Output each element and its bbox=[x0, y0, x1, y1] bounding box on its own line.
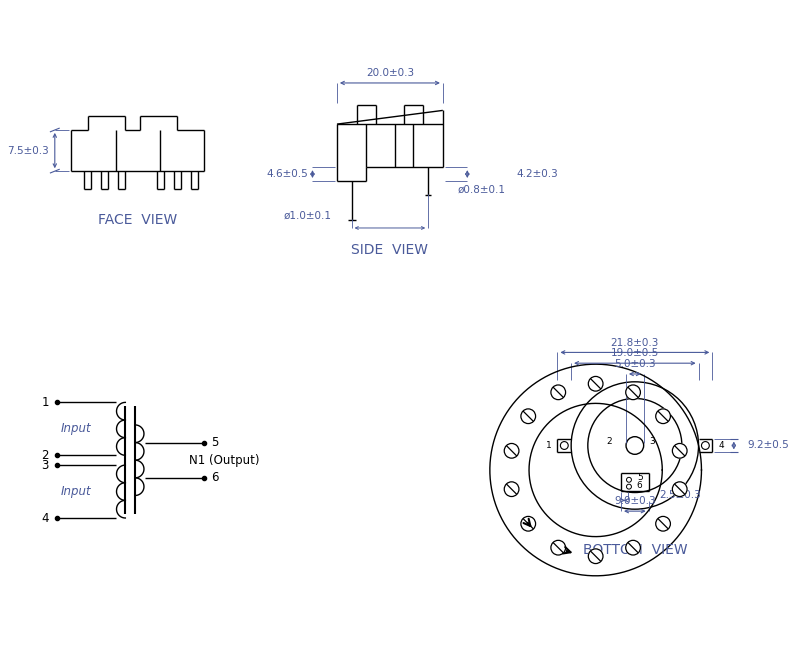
Circle shape bbox=[551, 540, 565, 555]
Text: 21.8±0.3: 21.8±0.3 bbox=[611, 338, 659, 347]
Text: FACE  VIEW: FACE VIEW bbox=[98, 213, 177, 227]
Text: SIDE  VIEW: SIDE VIEW bbox=[351, 242, 428, 257]
Text: 5: 5 bbox=[637, 473, 642, 482]
Text: ø1.0±0.1: ø1.0±0.1 bbox=[283, 210, 331, 220]
Circle shape bbox=[504, 443, 519, 458]
Text: N1 (Output): N1 (Output) bbox=[189, 454, 259, 467]
Circle shape bbox=[626, 540, 641, 555]
Circle shape bbox=[672, 482, 687, 496]
Circle shape bbox=[672, 443, 687, 458]
Circle shape bbox=[521, 409, 535, 424]
Text: 5: 5 bbox=[212, 436, 219, 449]
Circle shape bbox=[626, 385, 641, 400]
Circle shape bbox=[656, 409, 670, 424]
Text: 1: 1 bbox=[41, 396, 49, 409]
Circle shape bbox=[656, 516, 670, 531]
Text: 2.5±0.3: 2.5±0.3 bbox=[659, 491, 701, 500]
Circle shape bbox=[588, 549, 603, 564]
Text: 3: 3 bbox=[649, 437, 655, 446]
Circle shape bbox=[588, 376, 603, 391]
Text: 5.0±0.3: 5.0±0.3 bbox=[614, 359, 656, 369]
Text: 3: 3 bbox=[41, 459, 49, 472]
Text: 4.2±0.3: 4.2±0.3 bbox=[516, 169, 558, 179]
Circle shape bbox=[521, 516, 535, 531]
Circle shape bbox=[504, 482, 519, 496]
Text: BOTTOM  VIEW: BOTTOM VIEW bbox=[583, 543, 688, 557]
Text: 9.0±0.3: 9.0±0.3 bbox=[614, 496, 656, 506]
Text: 6: 6 bbox=[212, 471, 219, 484]
Text: 2: 2 bbox=[607, 437, 612, 446]
Text: Input: Input bbox=[61, 422, 92, 435]
Text: ø0.8±0.1: ø0.8±0.1 bbox=[458, 185, 505, 195]
Text: 19.0±0.5: 19.0±0.5 bbox=[611, 348, 659, 358]
Text: 4: 4 bbox=[718, 441, 724, 450]
Text: 9.2±0.5: 9.2±0.5 bbox=[747, 441, 789, 450]
Text: 1: 1 bbox=[546, 441, 552, 450]
Text: 4: 4 bbox=[41, 511, 49, 524]
Text: 6: 6 bbox=[637, 481, 642, 490]
Text: 20.0±0.3: 20.0±0.3 bbox=[366, 68, 414, 78]
Text: Input: Input bbox=[61, 485, 92, 498]
Text: 2: 2 bbox=[41, 449, 49, 462]
Text: 7.5±0.3: 7.5±0.3 bbox=[7, 146, 49, 156]
Circle shape bbox=[551, 385, 565, 400]
Text: 4.6±0.5: 4.6±0.5 bbox=[266, 169, 308, 179]
